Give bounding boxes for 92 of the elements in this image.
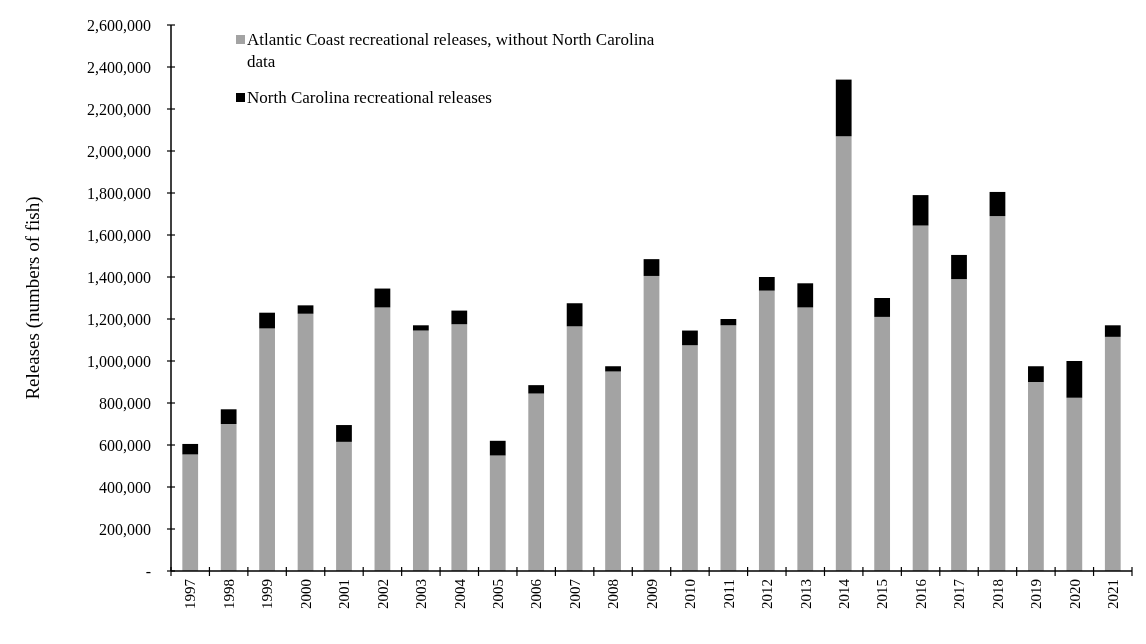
bar (682, 330, 698, 346)
bar (297, 313, 314, 571)
bar (989, 216, 1006, 571)
bar (336, 441, 352, 571)
legend-label: North Carolina recreational releases (247, 88, 492, 108)
x-tick-label: 2008 (605, 579, 622, 609)
bar (835, 136, 852, 571)
x-tick-label: 1998 (220, 579, 237, 609)
x-tick-label: 2020 (1066, 579, 1083, 609)
y-tick-label: 200,000 (99, 520, 151, 538)
y-tick-label: 2,400,000 (87, 58, 151, 76)
x-tick-label: 2012 (759, 579, 776, 609)
bar (912, 225, 929, 571)
bar (1104, 325, 1121, 337)
x-tick-label: 2016 (912, 578, 929, 609)
y-tick-label: 1,200,000 (87, 310, 151, 328)
legend-label: Atlantic Coast recreational releases, without North Carolina data (247, 30, 655, 72)
bar (528, 385, 545, 394)
bar (451, 310, 468, 325)
y-tick-label: 1,400,000 (87, 268, 151, 286)
y-tick-label: 1,000,000 (87, 352, 151, 370)
y-tick-label: 800,000 (99, 394, 151, 412)
y-tick-label: - (145, 562, 151, 580)
bar (1028, 366, 1044, 382)
bar (951, 254, 967, 280)
bar (528, 393, 545, 571)
bar (1066, 361, 1083, 398)
bar (835, 79, 852, 137)
x-tick-label: 2009 (643, 579, 660, 609)
bar (412, 330, 429, 571)
bar (605, 366, 621, 372)
x-tick-label: 2018 (989, 579, 1006, 609)
x-tick-label: 2004 (451, 578, 468, 609)
bar (720, 319, 737, 326)
bar (951, 279, 967, 571)
x-tick-label: 2002 (374, 579, 391, 609)
y-tick-label: 600,000 (99, 436, 151, 454)
bar (489, 440, 506, 456)
bar (1104, 336, 1121, 571)
x-tick-label: 2014 (835, 578, 852, 609)
bar (1066, 397, 1083, 571)
x-tick-label: 1997 (182, 578, 199, 609)
bar (682, 345, 698, 571)
bar (758, 290, 775, 571)
y-tick-label: 1,600,000 (87, 226, 151, 244)
x-tick-label: 2015 (874, 579, 891, 609)
bar (874, 298, 891, 317)
bar (566, 326, 583, 571)
x-tick-label: 2017 (951, 578, 968, 609)
x-tick-label: 2001 (336, 579, 353, 609)
bar (259, 328, 275, 571)
y-tick-label: 400,000 (99, 478, 151, 496)
bar (220, 409, 237, 424)
bar (297, 305, 314, 314)
bar (259, 312, 275, 329)
bar (758, 277, 775, 291)
x-tick-label: 2019 (1028, 579, 1045, 609)
bar (451, 324, 468, 571)
bar (605, 371, 621, 571)
bar (874, 316, 891, 571)
bar (797, 307, 814, 571)
y-tick-label: 1,800,000 (87, 184, 151, 202)
bar (220, 424, 237, 571)
x-tick-label: 2000 (297, 579, 314, 609)
bar (1028, 382, 1044, 571)
bar (797, 283, 814, 308)
bar (336, 425, 352, 442)
y-tick-label: 2,200,000 (87, 100, 151, 118)
bar (374, 288, 391, 308)
x-tick-label: 2005 (489, 579, 506, 609)
x-tick-label: 2021 (1105, 579, 1122, 609)
x-tick-label: 2010 (682, 579, 699, 609)
y-tick-label: 2,000,000 (87, 142, 151, 160)
bar (412, 325, 429, 331)
y-axis-title: Releases (numbers of fish) (21, 196, 44, 400)
bar (374, 307, 391, 571)
bar (489, 455, 506, 571)
bar (912, 195, 929, 226)
bar (720, 325, 737, 571)
x-tick-label: 2007 (566, 578, 583, 609)
y-tick-label: 2,600,000 (87, 16, 151, 34)
x-tick-label: 2011 (720, 579, 737, 609)
bar (182, 443, 199, 455)
bar (643, 259, 660, 276)
bar (566, 303, 583, 327)
bar (182, 454, 199, 571)
bar (989, 191, 1006, 217)
x-tick-label: 2003 (413, 579, 430, 609)
x-tick-label: 2013 (797, 579, 814, 609)
x-tick-label: 2006 (528, 578, 545, 609)
bar (643, 275, 660, 571)
x-tick-label: 1999 (259, 579, 276, 609)
